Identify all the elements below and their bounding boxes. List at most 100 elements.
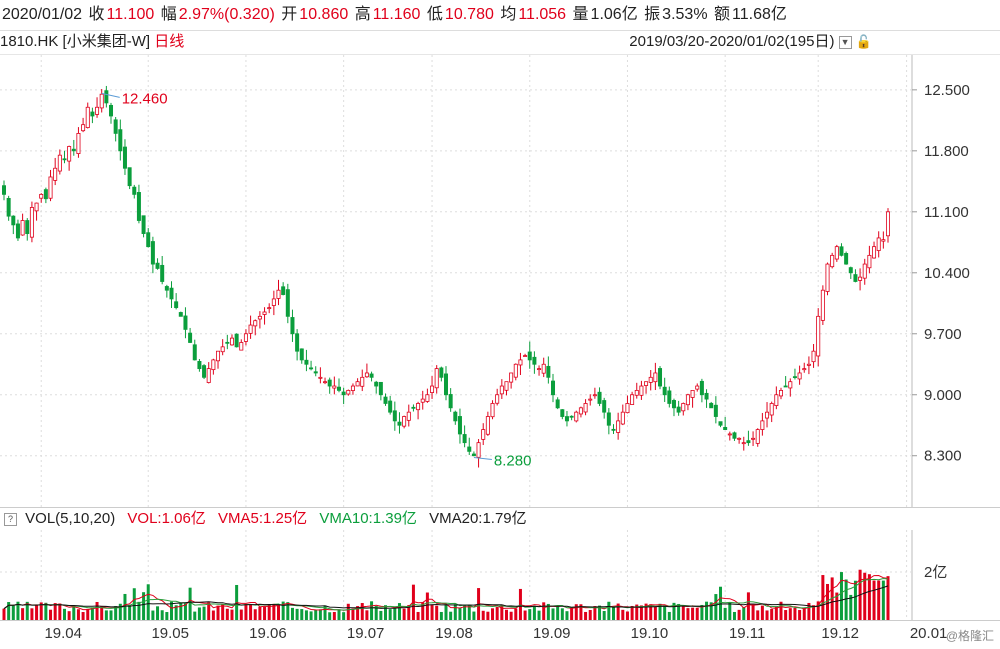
close-value: 11.100 (106, 6, 155, 23)
candle-body (741, 442, 746, 445)
candle-body (690, 389, 695, 398)
candle-body (276, 289, 281, 299)
candle-body (476, 442, 481, 458)
candle-body (499, 385, 504, 395)
candle-body (430, 385, 435, 393)
volume-bar (421, 602, 425, 620)
volume-bar (839, 572, 843, 620)
period-label[interactable]: 日线 (154, 33, 185, 50)
volume-bar (709, 602, 713, 620)
volume-bar (537, 610, 541, 620)
candle-body (127, 167, 132, 187)
candle-body (685, 394, 690, 406)
amount-label: 额 (714, 6, 731, 23)
candle-body (527, 351, 532, 361)
candle-body (578, 407, 583, 415)
chevron-down-icon[interactable]: ▼ (838, 35, 852, 49)
candle-body (467, 446, 472, 452)
volume-bar (821, 575, 825, 620)
volume-bar (788, 608, 792, 620)
candle-body (220, 346, 225, 353)
candle-body (523, 355, 528, 357)
candle-body (304, 359, 309, 365)
volume-bar (407, 605, 411, 620)
volume-bar (323, 605, 327, 620)
volume-bar (193, 611, 197, 620)
volume-value: 1.06亿 (590, 6, 638, 23)
volume-bar (351, 608, 355, 620)
candle-body (709, 402, 714, 409)
low-label: 低 (426, 6, 443, 23)
volume-bar (230, 609, 234, 620)
help-icon[interactable]: ? (4, 512, 17, 526)
candle-body (29, 207, 34, 238)
candle-body (355, 381, 360, 387)
price-tick-label: 11.100 (924, 204, 969, 221)
volume-bar (844, 579, 848, 620)
volume-bar (495, 606, 499, 620)
candle-body (132, 186, 137, 195)
candle-body (369, 373, 374, 378)
candle-body (406, 411, 411, 421)
candle-body (811, 350, 816, 363)
price-chart[interactable]: 12.500 11.800 11.100 10.400 9.700 9.000 8.300 1… (0, 55, 1000, 508)
volume-legend: ? VOL(5,10,20) VOL:1.06亿 VMA5:1.25亿 VMA1… (0, 507, 1000, 530)
watermark: @格隆汇 (945, 629, 994, 643)
candle-body (160, 264, 165, 282)
candle-body (392, 410, 397, 422)
candle-body (876, 237, 881, 251)
x-tick-label: 19.04 (44, 625, 82, 642)
candle-body (518, 359, 523, 366)
volume-bar (309, 611, 313, 620)
volume-bar (114, 606, 118, 620)
volume-bar (444, 604, 448, 620)
volume-bar (258, 606, 262, 620)
volume-bar (760, 605, 764, 620)
candle-body (783, 385, 788, 388)
candle-body (439, 367, 444, 378)
amount-value: 11.68亿 (732, 6, 787, 23)
lock-icon[interactable]: 🔓 (855, 34, 872, 49)
candle-body (346, 389, 351, 395)
amplitude-value: 3.53% (662, 6, 708, 23)
candle-body (490, 403, 495, 418)
volume-bar (25, 601, 29, 620)
candle-body (122, 146, 127, 169)
volume-bar (411, 584, 415, 620)
open-value: 10.860 (299, 6, 349, 23)
volume-chart[interactable]: 2亿 (0, 530, 1000, 620)
volume-bar (165, 612, 169, 620)
date-range[interactable]: 2019/03/20-2020/01/02(195日) ▼ 🔓 (629, 30, 872, 54)
candle-body (569, 415, 574, 418)
volume-bar (416, 611, 420, 620)
candle-body (634, 389, 639, 396)
candle-body (327, 379, 332, 387)
quote-date: 2020/01/02 (2, 6, 83, 23)
volume-bar (863, 572, 867, 620)
high-annotation: 12.460 (122, 90, 168, 107)
candle-body (262, 311, 267, 315)
candle-body (146, 232, 151, 248)
volume-bar (677, 603, 681, 620)
candle-body (774, 394, 779, 406)
volume-bar (244, 603, 248, 620)
volume-bar (314, 610, 318, 620)
candle-body (192, 344, 197, 361)
candle-body (602, 400, 607, 413)
volume-bar (370, 601, 374, 620)
price-tick-label: 12.500 (924, 82, 970, 99)
candle-body (341, 391, 346, 396)
volume-bar (774, 606, 778, 620)
vol-value: VOL:1.06亿 (127, 510, 206, 527)
change-label: 幅 (160, 6, 177, 23)
volume-bar (532, 605, 536, 620)
volume-bar (658, 603, 662, 620)
volume-bar (630, 605, 634, 620)
volume-bar (72, 606, 76, 620)
candle-body (267, 307, 272, 310)
candle-body (671, 400, 676, 409)
candle-body (76, 133, 81, 154)
price-tick-label: 9.700 (924, 326, 962, 343)
candle-body (778, 389, 783, 397)
volume-bar (639, 605, 643, 620)
